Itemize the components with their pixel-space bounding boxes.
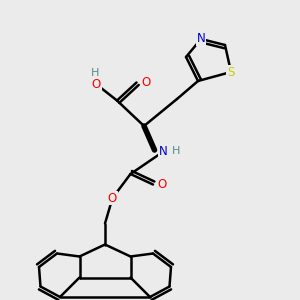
Text: N: N	[196, 32, 206, 46]
Text: N: N	[159, 145, 168, 158]
Text: S: S	[227, 65, 235, 79]
Text: O: O	[141, 76, 150, 89]
Text: H: H	[172, 146, 181, 157]
Text: O: O	[92, 77, 100, 91]
Text: O: O	[108, 191, 117, 205]
Text: H: H	[91, 68, 100, 79]
Text: O: O	[158, 178, 166, 191]
